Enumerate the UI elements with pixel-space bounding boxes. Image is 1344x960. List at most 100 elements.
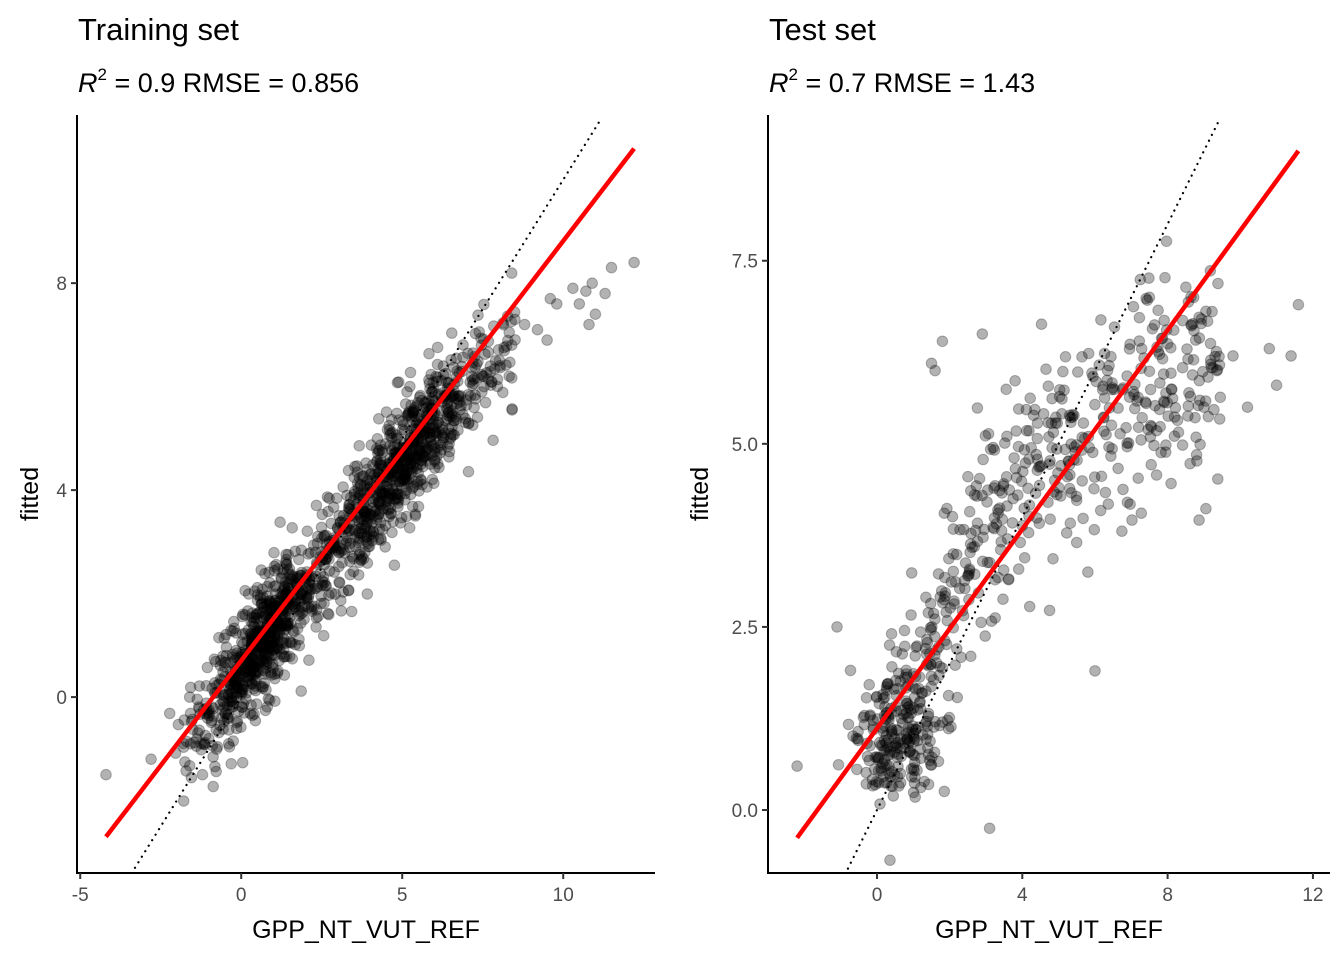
- data-point: [1201, 306, 1212, 317]
- data-point: [1203, 372, 1214, 383]
- data-point: [1213, 278, 1224, 289]
- data-point: [415, 390, 426, 401]
- data-point: [403, 462, 414, 473]
- regression-line: [106, 149, 634, 837]
- data-point: [1185, 458, 1196, 469]
- data-point: [342, 490, 353, 501]
- data-point: [1166, 478, 1177, 489]
- data-point: [542, 335, 553, 346]
- data-point: [474, 327, 485, 338]
- data-point: [925, 598, 936, 609]
- data-point: [970, 569, 981, 580]
- data-point: [1025, 393, 1036, 404]
- panel-title: Test set: [769, 12, 876, 47]
- data-point: [1101, 429, 1112, 440]
- data-point: [913, 683, 924, 694]
- data-point: [485, 366, 496, 377]
- data-point: [886, 629, 897, 640]
- data-point: [972, 403, 983, 414]
- data-point: [925, 736, 936, 747]
- data-point: [1133, 473, 1144, 484]
- data-point: [959, 524, 970, 535]
- data-point: [989, 445, 1000, 456]
- data-point: [348, 553, 359, 564]
- data-point: [881, 682, 892, 693]
- data-point: [910, 757, 921, 768]
- data-point: [1060, 352, 1071, 363]
- data-point: [1215, 392, 1226, 403]
- r2-superscript: 2: [98, 65, 107, 84]
- data-point: [884, 640, 895, 651]
- data-point: [964, 506, 975, 517]
- data-point: [248, 684, 259, 695]
- data-point: [990, 575, 1001, 586]
- data-point: [1161, 236, 1172, 247]
- data-point: [983, 485, 994, 496]
- data-point: [1134, 312, 1145, 323]
- data-point: [1205, 338, 1216, 349]
- data-point: [930, 614, 941, 625]
- data-point: [208, 781, 219, 792]
- data-point: [933, 756, 944, 767]
- data-point: [375, 460, 386, 471]
- data-point: [972, 518, 983, 529]
- data-point: [1007, 518, 1018, 529]
- x-tick-label: 8: [1162, 885, 1173, 906]
- data-point: [906, 610, 917, 621]
- data-point: [1183, 354, 1194, 365]
- data-point: [532, 324, 543, 335]
- data-point: [283, 618, 294, 629]
- data-point: [281, 549, 292, 560]
- data-point: [1043, 381, 1054, 392]
- data-point: [1183, 401, 1194, 412]
- data-point: [978, 454, 989, 465]
- data-point: [1190, 412, 1201, 423]
- data-point: [444, 452, 455, 463]
- data-point: [404, 407, 415, 418]
- data-point: [1186, 320, 1197, 331]
- data-point: [424, 348, 435, 359]
- data-point: [386, 508, 397, 519]
- data-point: [387, 527, 398, 538]
- data-point: [908, 787, 919, 798]
- x-tick-label: 4: [1017, 885, 1028, 906]
- y-axis-title: fitted: [16, 467, 44, 521]
- panel-training: Training set R2 = 0.9 RMSE = 0.856 -5 0 5 1…: [16, 12, 655, 944]
- data-point: [1157, 354, 1168, 365]
- data-point: [216, 655, 227, 666]
- data-point: [1140, 397, 1151, 408]
- data-point: [214, 632, 225, 643]
- data-point: [381, 407, 392, 418]
- data-point: [971, 481, 982, 492]
- data-point: [361, 508, 372, 519]
- y-tick-label: 2.5: [732, 618, 758, 639]
- data-point: [479, 299, 490, 310]
- data-point: [1009, 453, 1020, 464]
- data-point: [1102, 365, 1113, 376]
- y-tick-label: 0.0: [732, 801, 758, 822]
- data-point: [178, 796, 189, 807]
- data-point: [186, 772, 197, 783]
- data-point: [880, 762, 891, 773]
- data-point: [1034, 518, 1045, 529]
- data-point: [568, 283, 579, 294]
- data-point: [1146, 422, 1157, 433]
- data-point: [304, 655, 315, 666]
- data-point: [1123, 438, 1134, 449]
- x-axis-title: GPP_NT_VUT_REF: [935, 916, 1163, 944]
- data-point: [346, 606, 357, 617]
- x-tick-label: 0: [872, 885, 883, 906]
- data-point: [792, 761, 803, 772]
- data-point: [469, 402, 480, 413]
- data-point: [469, 373, 480, 384]
- data-point: [1073, 367, 1084, 378]
- data-point: [1128, 301, 1139, 312]
- y-tick-label: 4: [56, 481, 67, 502]
- data-point: [237, 757, 248, 768]
- data-point: [334, 577, 345, 588]
- data-point: [1035, 461, 1046, 472]
- y-tick-label: 8: [56, 274, 67, 295]
- data-point: [240, 585, 251, 596]
- data-point: [966, 651, 977, 662]
- data-point: [1172, 415, 1183, 426]
